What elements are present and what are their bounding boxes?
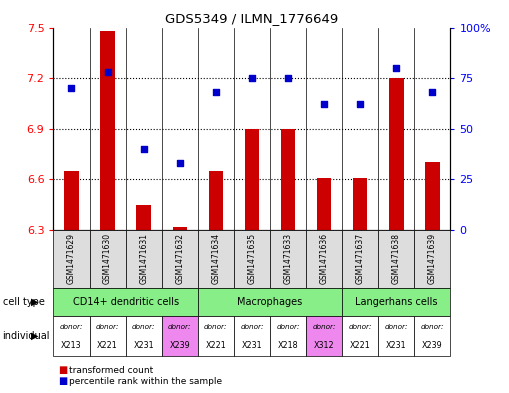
Bar <box>425 162 440 230</box>
FancyBboxPatch shape <box>126 230 162 288</box>
Text: GSM1471632: GSM1471632 <box>175 233 184 284</box>
Text: donor:: donor: <box>313 324 336 330</box>
Text: donor:: donor: <box>385 324 408 330</box>
Point <box>139 146 148 152</box>
FancyBboxPatch shape <box>342 230 378 288</box>
Text: GSM1471629: GSM1471629 <box>67 233 76 284</box>
Text: Langerhans cells: Langerhans cells <box>355 297 438 307</box>
Text: X239: X239 <box>422 341 443 349</box>
Text: donor:: donor: <box>132 324 155 330</box>
FancyBboxPatch shape <box>378 230 414 288</box>
Bar <box>245 129 259 230</box>
FancyBboxPatch shape <box>378 316 414 356</box>
FancyBboxPatch shape <box>306 230 342 288</box>
Text: X231: X231 <box>386 341 407 349</box>
Text: X221: X221 <box>97 341 118 349</box>
FancyBboxPatch shape <box>306 316 342 356</box>
Point <box>320 101 328 108</box>
Bar <box>209 171 223 230</box>
Text: GSM1471633: GSM1471633 <box>284 233 293 285</box>
FancyBboxPatch shape <box>414 230 450 288</box>
FancyBboxPatch shape <box>270 316 306 356</box>
FancyBboxPatch shape <box>198 288 342 316</box>
Text: Macrophages: Macrophages <box>237 297 303 307</box>
Point <box>103 69 111 75</box>
Point <box>212 89 220 95</box>
Bar <box>353 178 367 230</box>
FancyBboxPatch shape <box>162 230 198 288</box>
Text: X231: X231 <box>242 341 262 349</box>
Text: GSM1471635: GSM1471635 <box>247 233 257 285</box>
Point <box>67 85 75 91</box>
Bar <box>389 78 404 230</box>
Text: GSM1471631: GSM1471631 <box>139 233 148 284</box>
FancyBboxPatch shape <box>198 230 234 288</box>
Title: GDS5349 / ILMN_1776649: GDS5349 / ILMN_1776649 <box>165 12 338 25</box>
Point <box>429 89 437 95</box>
Point <box>284 75 292 81</box>
Bar <box>281 129 295 230</box>
Text: GSM1471637: GSM1471637 <box>356 233 365 285</box>
Text: X218: X218 <box>278 341 298 349</box>
Text: GSM1471638: GSM1471638 <box>392 233 401 284</box>
Point <box>356 101 364 108</box>
Point <box>176 160 184 166</box>
Text: donor:: donor: <box>240 324 264 330</box>
Text: ■: ■ <box>59 365 68 375</box>
Text: individual: individual <box>3 331 50 341</box>
FancyBboxPatch shape <box>126 316 162 356</box>
Bar <box>64 171 79 230</box>
Text: X312: X312 <box>314 341 334 349</box>
Text: ▶: ▶ <box>31 297 38 307</box>
FancyBboxPatch shape <box>342 288 450 316</box>
FancyBboxPatch shape <box>234 230 270 288</box>
Text: CD14+ dendritic cells: CD14+ dendritic cells <box>73 297 179 307</box>
FancyBboxPatch shape <box>270 230 306 288</box>
Text: X231: X231 <box>133 341 154 349</box>
Text: GSM1471639: GSM1471639 <box>428 233 437 285</box>
Text: cell type: cell type <box>3 297 44 307</box>
Text: percentile rank within the sample: percentile rank within the sample <box>69 377 222 386</box>
Bar <box>136 205 151 230</box>
FancyBboxPatch shape <box>414 316 450 356</box>
Text: GSM1471630: GSM1471630 <box>103 233 112 285</box>
Bar <box>317 178 331 230</box>
Text: donor:: donor: <box>204 324 228 330</box>
Point <box>248 75 256 81</box>
Text: X239: X239 <box>169 341 190 349</box>
Bar <box>173 226 187 230</box>
Point <box>392 65 401 71</box>
Text: donor:: donor: <box>420 324 444 330</box>
Text: X213: X213 <box>61 341 82 349</box>
FancyBboxPatch shape <box>53 288 198 316</box>
Text: GSM1471634: GSM1471634 <box>211 233 220 285</box>
FancyBboxPatch shape <box>342 316 378 356</box>
Text: ▶: ▶ <box>31 331 38 341</box>
Bar <box>100 31 115 230</box>
Text: transformed count: transformed count <box>69 366 153 375</box>
Text: donor:: donor: <box>96 324 119 330</box>
FancyBboxPatch shape <box>53 316 90 356</box>
Text: donor:: donor: <box>276 324 300 330</box>
Text: donor:: donor: <box>168 324 191 330</box>
FancyBboxPatch shape <box>198 316 234 356</box>
FancyBboxPatch shape <box>90 316 126 356</box>
Text: ■: ■ <box>59 376 68 386</box>
Text: GSM1471636: GSM1471636 <box>320 233 329 285</box>
FancyBboxPatch shape <box>90 230 126 288</box>
Text: donor:: donor: <box>349 324 372 330</box>
FancyBboxPatch shape <box>53 230 90 288</box>
Text: X221: X221 <box>350 341 371 349</box>
Text: donor:: donor: <box>60 324 83 330</box>
FancyBboxPatch shape <box>234 316 270 356</box>
FancyBboxPatch shape <box>162 316 198 356</box>
Text: X221: X221 <box>206 341 226 349</box>
